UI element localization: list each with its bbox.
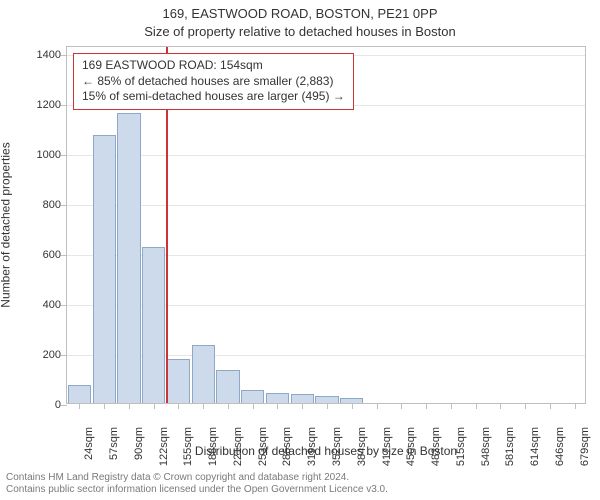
x-tick xyxy=(253,403,254,409)
y-tick-label: 600 xyxy=(23,249,61,261)
x-tick xyxy=(327,403,328,409)
y-tick xyxy=(61,55,67,56)
x-tick xyxy=(377,403,378,409)
x-tick xyxy=(401,403,402,409)
y-tick-label: 800 xyxy=(23,199,61,211)
x-tick xyxy=(476,403,477,409)
footer-line-2: Contains public sector information licen… xyxy=(6,484,388,496)
y-tick-label: 1000 xyxy=(23,149,61,161)
histogram-bar xyxy=(93,135,116,403)
footer-attribution: Contains HM Land Registry data © Crown c… xyxy=(6,472,388,496)
y-tick-label: 400 xyxy=(23,299,61,311)
histogram-bar xyxy=(142,247,165,403)
y-tick xyxy=(61,355,67,356)
y-tick xyxy=(61,255,67,256)
y-tick-label: 200 xyxy=(23,349,61,361)
y-tick xyxy=(61,205,67,206)
y-tick xyxy=(61,155,67,156)
histogram-bar xyxy=(117,113,140,403)
y-tick-label: 1400 xyxy=(23,49,61,61)
x-tick xyxy=(277,403,278,409)
y-tick xyxy=(61,305,67,306)
grid-line xyxy=(67,155,585,156)
x-tick xyxy=(302,403,303,409)
x-tick xyxy=(352,403,353,409)
x-tick xyxy=(104,403,105,409)
histogram-bar xyxy=(315,396,338,404)
x-tick xyxy=(203,403,204,409)
histogram-bar xyxy=(216,370,239,403)
y-axis-label: Number of detached properties xyxy=(0,46,16,404)
grid-line xyxy=(67,205,585,206)
y-tick-label: 0 xyxy=(23,399,61,411)
histogram-bar xyxy=(192,345,215,403)
histogram-bar xyxy=(167,359,190,403)
x-tick xyxy=(575,403,576,409)
annotation-line: ← 85% of detached houses are smaller (2,… xyxy=(82,74,345,90)
y-tick xyxy=(61,105,67,106)
chart-subtitle: Size of property relative to detached ho… xyxy=(0,24,600,39)
y-tick-label: 1200 xyxy=(23,99,61,111)
annotation-line: 15% of semi-detached houses are larger (… xyxy=(82,89,345,105)
x-tick xyxy=(79,403,80,409)
y-tick xyxy=(61,405,67,406)
x-tick xyxy=(228,403,229,409)
x-tick xyxy=(129,403,130,409)
x-tick xyxy=(178,403,179,409)
x-tick xyxy=(500,403,501,409)
histogram-bar xyxy=(68,385,91,403)
x-tick xyxy=(154,403,155,409)
x-tick xyxy=(426,403,427,409)
x-tick xyxy=(451,403,452,409)
chart-title-address: 169, EASTWOOD ROAD, BOSTON, PE21 0PP xyxy=(0,6,600,21)
histogram-bar xyxy=(241,390,264,403)
x-tick xyxy=(525,403,526,409)
x-tick xyxy=(550,403,551,409)
histogram-bar xyxy=(266,393,289,403)
chart-plot-area: 020040060080010001200140024sqm57sqm90sqm… xyxy=(66,46,586,404)
x-axis-label: Distribution of detached houses by size … xyxy=(66,444,586,458)
footer-line-1: Contains HM Land Registry data © Crown c… xyxy=(6,472,388,484)
annotation-line: 169 EASTWOOD ROAD: 154sqm xyxy=(82,58,345,74)
histogram-bar xyxy=(291,394,314,403)
annotation-box: 169 EASTWOOD ROAD: 154sqm← 85% of detach… xyxy=(73,53,354,110)
